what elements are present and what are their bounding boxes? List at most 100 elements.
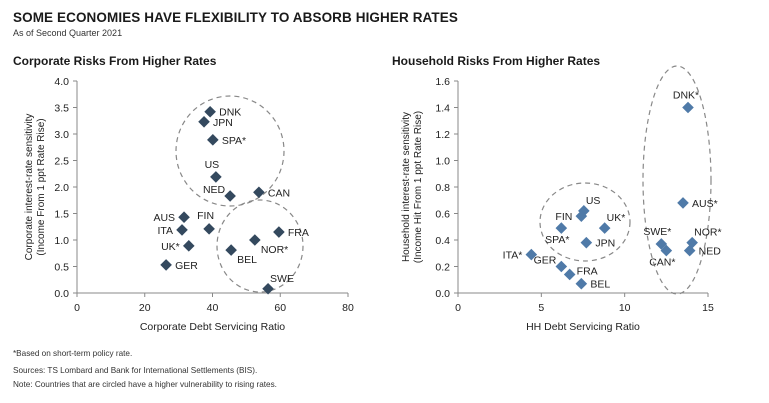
right-point-label-fra: FRA — [577, 265, 598, 277]
left-point-label-spa: SPA* — [222, 135, 246, 147]
right-point-swe — [655, 238, 668, 250]
right-x-tick-label: 15 — [702, 302, 714, 314]
right-vulnerability-circle — [642, 65, 712, 295]
left-point-label-can: CAN — [268, 187, 290, 199]
right-point-label-jpn: JPN — [595, 238, 615, 250]
left-x-axis-label: Corporate Debt Servicing Ratio — [140, 321, 285, 333]
right-point-label-nor: NOR* — [694, 227, 721, 239]
left-y-tick-label: 3.0 — [54, 129, 69, 141]
left-y-tick-label: 0.5 — [54, 262, 69, 274]
left-point-can — [253, 186, 265, 199]
right-point-label-fin: FIN — [555, 211, 572, 223]
right-point-jpn — [580, 236, 593, 249]
left-point-label-fin: FIN — [197, 210, 214, 222]
left-point-label-ita: ITA — [157, 225, 173, 237]
figure-subtitle: As of Second Quarter 2021 — [13, 28, 123, 38]
left-y-tick-label: 1.5 — [54, 209, 69, 221]
right-y-tick-label: 0.0 — [435, 288, 450, 300]
left-point-label-fra: FRA — [288, 227, 309, 239]
right-point-ita — [525, 248, 538, 261]
right-point-fin — [575, 210, 588, 222]
left-chart-title: Corporate Risks From Higher Rates — [13, 54, 217, 68]
left-scatter-chart: 0.0 0.5 1.0 1.5 2.0 2.5 3.0 3.5 4.0 0 20 40 60 80 Corp… — [24, 76, 354, 333]
right-chart-title: Household Risks From Higher Rates — [392, 54, 601, 68]
right-y-tick-label: 0.2 — [435, 262, 450, 274]
footnote-note: Note: Countries that are circled have a … — [13, 380, 277, 389]
right-point-label-ger: GER — [534, 255, 557, 267]
left-point-jpn — [198, 116, 210, 128]
left-point-us — [210, 171, 222, 183]
left-point-ita — [176, 224, 188, 236]
right-point-label-spa: SPA* — [545, 234, 569, 246]
left-y-tick-label: 4.0 — [54, 76, 69, 88]
left-point-label-dnk: DNK — [219, 107, 241, 119]
right-y-tick-label: 1.6 — [435, 76, 450, 88]
left-point-label-us: US — [205, 159, 220, 171]
right-y-axis-label: Household interest-rate sensitivity — [401, 112, 412, 262]
left-point-aus — [178, 211, 190, 224]
figure-title: SOME ECONOMIES HAVE FLEXIBILITY TO ABSOR… — [13, 10, 458, 25]
right-y-axis-label-sub: (Income Hit From 1 ppt Rate Rise) — [413, 111, 424, 263]
right-y-tick-label: 1.0 — [435, 156, 450, 168]
footnote-asterisk: *Based on short-term policy rate. — [13, 349, 133, 358]
left-y-axis-label-sub: (Income From 1 ppt Rate Rise) — [36, 118, 47, 255]
right-x-tick-label: 5 — [538, 302, 544, 314]
right-point-label-aus: AUS* — [692, 198, 718, 210]
left-point-fin — [203, 223, 215, 235]
left-point-label-ned: NED — [203, 184, 226, 196]
right-point-fra — [563, 268, 576, 281]
left-point-nor — [249, 234, 261, 246]
right-x-tick-label: 10 — [619, 302, 631, 314]
left-y-tick-label: 3.5 — [54, 103, 69, 115]
left-point-label-bel: BEL — [237, 254, 257, 266]
left-y-tick-label: 2.0 — [54, 182, 69, 194]
left-vulnerability-circle — [216, 199, 304, 293]
right-vulnerability-circle — [539, 182, 631, 262]
left-y-tick-label: 0.0 — [54, 288, 69, 300]
right-point-label-swe: SWE* — [643, 226, 671, 238]
right-point-dnk — [682, 101, 694, 114]
left-y-tick-label: 2.5 — [54, 156, 69, 168]
right-y-tick-label: 0.6 — [435, 209, 450, 221]
right-point-label-can: CAN* — [649, 257, 675, 269]
right-x-axis-label: HH Debt Servicing Ratio — [526, 321, 640, 333]
left-y-tick-label: 1.0 — [54, 235, 69, 247]
left-point-label-uk: UK* — [161, 241, 180, 253]
right-point-label-bel: BEL — [590, 279, 610, 291]
right-point-uk — [598, 222, 611, 234]
right-point-bel — [575, 277, 588, 290]
right-point-ned — [683, 244, 696, 257]
right-y-tick-label: 0.8 — [435, 182, 450, 194]
left-point-swe — [262, 282, 274, 295]
right-point-nor — [686, 236, 698, 249]
left-point-label-nor: NOR* — [261, 244, 288, 256]
right-y-tick-label: 0.4 — [435, 235, 450, 247]
right-point-label-ita: ITA* — [503, 250, 523, 262]
left-x-tick-label: 80 — [342, 302, 354, 314]
left-point-uk — [182, 240, 195, 252]
left-point-spa — [207, 134, 219, 146]
left-point-ger — [160, 259, 172, 271]
left-point-fra — [273, 226, 285, 238]
left-point-label-swe: SWE — [270, 273, 294, 285]
right-y-tick-label: 1.2 — [435, 129, 450, 141]
right-point-label-uk: UK* — [607, 212, 626, 224]
footnote-sources: Sources: TS Lombard and Bank for Interna… — [13, 366, 258, 375]
left-point-ned — [224, 190, 236, 202]
right-point-ger — [555, 260, 568, 273]
right-point-label-us: US — [586, 195, 601, 207]
left-point-label-jpn: JPN — [213, 117, 233, 129]
right-y-tick-label: 1.4 — [435, 103, 450, 115]
left-x-tick-label: 40 — [207, 302, 219, 314]
left-point-label-aus: AUS — [153, 212, 175, 224]
left-vulnerability-circle — [175, 95, 285, 207]
right-x-tick-label: 0 — [455, 302, 461, 314]
left-y-axis-label: Corporate interest-rate sensitivity — [24, 114, 35, 261]
left-point-label-ger: GER — [175, 260, 198, 272]
left-point-bel — [225, 244, 237, 256]
left-point-dnk — [204, 105, 216, 118]
left-x-tick-label: 20 — [139, 302, 151, 314]
left-x-tick-label: 0 — [74, 302, 80, 314]
right-point-label-ned: NED — [699, 246, 722, 258]
